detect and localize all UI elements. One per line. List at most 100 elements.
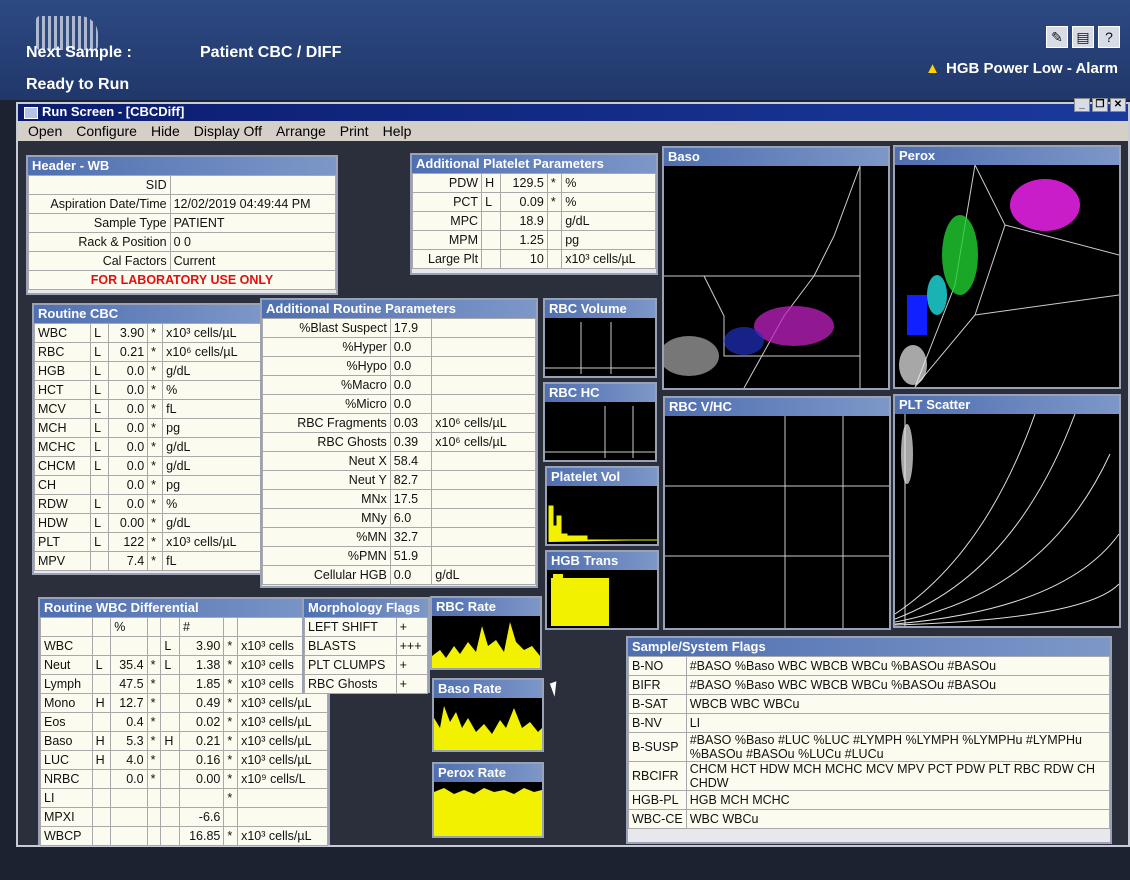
table-row: HGB L 0.0 * g/dL — [33, 361, 262, 381]
param-unit: x10³ cells/µL — [162, 532, 262, 552]
sample-system-flags-panel: Sample/System Flags B-NO #BASO %Baso WBC … — [626, 636, 1112, 844]
param-mark — [546, 230, 563, 250]
panel-title: Header - WB — [28, 157, 336, 175]
pct-flag — [91, 769, 112, 789]
cell-label: WBCP — [40, 826, 93, 846]
param-unit — [431, 470, 536, 490]
pct-mark: * — [146, 769, 162, 789]
param-value: 0.0 — [389, 337, 433, 357]
param-flag: L — [90, 513, 109, 533]
param-unit — [431, 337, 536, 357]
pct-flag: L — [91, 655, 112, 675]
help-icon[interactable]: ? — [1098, 26, 1120, 48]
table-row: %PMN 51.9 — [262, 546, 536, 566]
abs-flag: L — [160, 636, 180, 656]
header-blank — [160, 617, 180, 637]
abs-unit — [237, 807, 328, 827]
flag-label: PLT CLUMPS — [304, 655, 397, 675]
morphology-table: LEFT SHIFT + BLASTS +++ PLT CLUMPS + RBC Ghost… — [304, 617, 429, 694]
param-value: 0.0 — [389, 375, 433, 395]
param-mark: * — [546, 173, 563, 193]
table-row: Eos 0.4 * 0.02 * x10³ cells/µL — [40, 712, 328, 732]
menu-print[interactable]: Print — [339, 123, 369, 139]
flag-code: B-NO — [628, 656, 687, 676]
param-value: 51.9 — [389, 546, 433, 566]
param-unit: x10³ cells/µL — [162, 323, 262, 343]
param-flag: L — [90, 361, 109, 381]
restore-button[interactable]: ❐ — [1092, 98, 1108, 112]
table-row: BLASTS +++ — [304, 636, 429, 656]
close-button[interactable]: ✕ — [1110, 98, 1126, 112]
param-value: 0.0 — [389, 565, 433, 585]
pct-flag — [91, 712, 112, 732]
param-unit: g/dL — [162, 456, 262, 476]
plot-title: RBC V/HC — [665, 398, 889, 416]
param-value: 6.0 — [389, 508, 433, 528]
plot-title: HGB Trans — [547, 552, 657, 570]
flag-text: WBCB WBC WBCu — [685, 694, 1111, 714]
table-row: MCHC L 0.0 * g/dL — [33, 437, 262, 457]
param-unit: % — [162, 380, 262, 400]
abs-mark: * — [223, 693, 239, 713]
flag-text: LI — [685, 713, 1111, 733]
param-mark: * — [147, 437, 164, 457]
pct-header: % — [110, 617, 148, 637]
menu-configure[interactable]: Configure — [76, 123, 137, 139]
param-label: PLT — [33, 532, 92, 552]
abs-mark: * — [223, 769, 239, 789]
table-row: MNy 6.0 — [262, 508, 536, 528]
window-title-bar: Run Screen - [CBCDiff] _ ❐ ✕ — [18, 98, 1128, 121]
panel-title: Routine CBC — [34, 305, 262, 323]
param-value: 0.0 — [107, 418, 149, 438]
menu-help[interactable]: Help — [382, 123, 412, 139]
param-value: 0.0 — [107, 494, 149, 514]
plot-title: Perox Rate — [434, 764, 542, 782]
table-row: B-SAT WBCB WBC WBCu — [628, 694, 1111, 714]
document-icon[interactable]: ▤ — [1072, 26, 1094, 48]
menu-display-off[interactable]: Display Off — [193, 123, 262, 139]
rbc-hc-histogram — [545, 406, 655, 458]
param-flag: L — [90, 494, 109, 514]
param-mark: * — [147, 399, 164, 419]
baso-scatter — [664, 166, 861, 388]
param-unit: g/dL — [162, 361, 262, 381]
table-row: Large Plt 10 x10³ cells/µL — [411, 249, 656, 269]
pct-mark: * — [146, 674, 162, 694]
header-table: SID Aspiration Date/Time 12/02/2019 04:49:… — [28, 175, 337, 290]
tools-icon[interactable]: ✎ — [1046, 26, 1068, 48]
param-flag: H — [481, 173, 502, 193]
table-row: Cellular HGB 0.0 g/dL — [262, 565, 536, 585]
flag-code: RBCIFR — [628, 761, 687, 791]
minimize-button[interactable]: _ — [1074, 98, 1090, 112]
abs-header: # — [178, 617, 225, 637]
table-row: Cal Factors Current — [28, 251, 337, 271]
param-value: 3.90 — [107, 323, 149, 343]
plot-title: Baso Rate — [434, 680, 542, 698]
alarm-indicator[interactable]: ▲ HGB Power Low - Alarm — [925, 60, 1118, 77]
menu-hide[interactable]: Hide — [150, 123, 180, 139]
window-title: Run Screen - [CBCDiff] — [42, 104, 185, 119]
param-label: %Hyper — [262, 337, 391, 357]
param-label: MCH — [33, 418, 92, 438]
cell-label: Baso — [40, 731, 93, 751]
param-mark: * — [147, 551, 164, 571]
param-flag: L — [90, 323, 109, 343]
param-unit: fL — [162, 399, 262, 419]
row-label: SID — [28, 175, 171, 195]
param-label: MCV — [33, 399, 92, 419]
param-label: HDW — [33, 513, 92, 533]
panel-title: Sample/System Flags — [628, 638, 1110, 656]
abs-flag — [160, 826, 180, 846]
param-label: MPM — [411, 230, 483, 250]
flag-value: + — [395, 617, 429, 637]
routine-cbc-panel: Routine CBC WBC L 3.90 * x10³ cells/µL RBC L 0.… — [32, 303, 264, 575]
table-row: WBCP 16.85 * x10³ cells/µL — [40, 826, 328, 846]
param-unit — [431, 527, 536, 547]
pct-mark — [146, 636, 162, 656]
menu-arrange[interactable]: Arrange — [275, 123, 326, 139]
table-row: Sample Type PATIENT — [28, 213, 337, 233]
menu-open[interactable]: Open — [28, 123, 63, 139]
table-row: PLT CLUMPS + — [304, 655, 429, 675]
cbc-table: WBC L 3.90 * x10³ cells/µL RBC L 0.21 * x10⁶ cell… — [33, 323, 262, 571]
table-row: MPXI -6.6 — [40, 807, 328, 827]
